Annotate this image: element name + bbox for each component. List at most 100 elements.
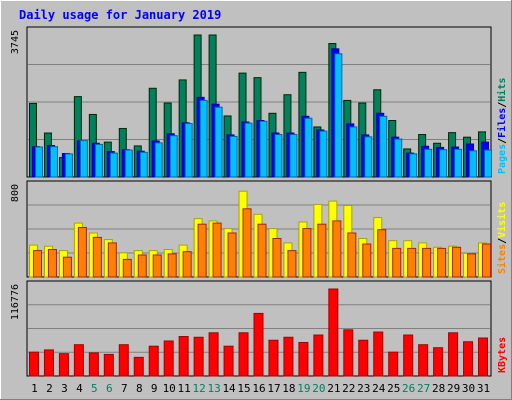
bar-sites-day-20 — [317, 223, 327, 278]
bar-sites-day-13 — [212, 222, 222, 278]
x-tick-label: 2 — [46, 382, 53, 395]
bar-pages-day-4 — [79, 140, 88, 178]
bar-sites-day-5 — [92, 236, 102, 278]
x-tick-label: 29 — [447, 382, 460, 395]
bar-kbytes-day-21 — [328, 288, 339, 377]
bar-kbytes-day-14 — [223, 345, 234, 377]
bar-sites-day-11 — [182, 251, 192, 278]
bar-pages-day-28 — [439, 149, 448, 178]
x-tick-label: 12 — [193, 382, 206, 395]
bar-kbytes-day-11 — [178, 336, 189, 377]
y-max-label: 800 — [10, 184, 21, 202]
legend-pages: Pages — [497, 144, 508, 174]
bar-kbytes-day-13 — [208, 332, 219, 377]
legend-files: Files — [496, 108, 508, 138]
bar-sites-day-17 — [272, 238, 282, 278]
bar-sites-day-7 — [122, 258, 132, 278]
legend-separator: / — [497, 138, 508, 144]
bar-kbytes-day-1 — [28, 351, 39, 377]
bar-sites-day-24 — [377, 229, 387, 278]
bar-kbytes-day-5 — [88, 352, 99, 377]
bar-kbytes-day-7 — [118, 344, 129, 377]
bar-kbytes-day-6 — [103, 353, 114, 377]
bar-kbytes-day-30 — [463, 341, 474, 377]
legend-kbytes: KBytes — [497, 337, 508, 373]
bar-pages-day-20 — [319, 130, 328, 178]
bar-kbytes-day-17 — [268, 339, 279, 377]
x-tick-label: 5 — [91, 382, 98, 395]
bar-sites-day-27 — [422, 247, 432, 278]
x-tick-label: 28 — [432, 382, 445, 395]
x-tick-label: 11 — [178, 382, 191, 395]
bar-sites-day-29 — [452, 246, 462, 278]
x-tick-label: 27 — [417, 382, 430, 395]
bar-sites-day-30 — [467, 253, 477, 278]
x-tick-label: 22 — [342, 382, 355, 395]
bar-pages-day-23 — [364, 136, 373, 178]
bar-pages-day-30 — [469, 150, 478, 178]
x-tick-label: 10 — [163, 382, 176, 395]
bar-sites-day-23 — [362, 243, 372, 278]
legend-visits: Visits — [496, 202, 508, 238]
bar-kbytes-day-22 — [343, 329, 354, 377]
bar-pages-day-2 — [49, 146, 58, 178]
x-tick-label: 19 — [297, 382, 310, 395]
bar-kbytes-day-25 — [388, 351, 399, 377]
bar-kbytes-day-26 — [403, 334, 414, 377]
x-tick-label: 8 — [136, 382, 143, 395]
bar-sites-day-14 — [227, 232, 237, 278]
bar-sites-day-12 — [197, 223, 207, 278]
bar-pages-day-5 — [94, 143, 103, 178]
bar-pages-day-12 — [199, 99, 208, 178]
bar-sites-day-3 — [62, 256, 72, 278]
bar-sites-day-2 — [47, 249, 57, 278]
bar-pages-day-19 — [304, 117, 313, 178]
bar-pages-day-27 — [424, 148, 433, 178]
bar-pages-day-6 — [109, 152, 118, 178]
legend-separator: / — [497, 238, 508, 244]
bar-sites-day-21 — [332, 220, 342, 278]
chart-title: Daily usage for January 2019 — [19, 8, 221, 22]
bar-pages-day-22 — [349, 126, 358, 178]
bar-sites-day-25 — [392, 247, 402, 278]
bar-sites-day-4 — [77, 227, 87, 278]
bar-pages-day-18 — [289, 134, 298, 178]
bar-sites-day-8 — [137, 254, 147, 278]
bar-kbytes-day-19 — [298, 341, 309, 377]
bar-kbytes-day-15 — [238, 332, 249, 377]
bar-sites-day-9 — [152, 254, 162, 278]
y-max-label: 3745 — [10, 30, 21, 54]
bar-pages-day-8 — [139, 151, 148, 178]
bar-pages-day-13 — [214, 106, 223, 178]
bar-pages-day-11 — [184, 123, 193, 178]
x-tick-label: 18 — [282, 382, 295, 395]
x-tick-label: 14 — [222, 382, 236, 395]
legend-hits: Hits — [496, 78, 508, 102]
bar-sites-day-16 — [257, 223, 267, 278]
bar-kbytes-day-10 — [163, 340, 174, 377]
bar-kbytes-day-20 — [313, 334, 324, 377]
bar-pages-day-15 — [244, 122, 253, 178]
bar-pages-day-31 — [484, 149, 493, 178]
bar-kbytes-day-16 — [253, 312, 264, 377]
x-tick-label: 24 — [372, 382, 386, 395]
x-tick-label: 16 — [252, 382, 265, 395]
bar-kbytes-day-31 — [478, 337, 489, 377]
bar-pages-day-9 — [154, 142, 163, 178]
bar-sites-day-19 — [302, 228, 312, 278]
y-max-label: 116776 — [10, 284, 21, 320]
bar-kbytes-day-9 — [148, 345, 159, 377]
chart-panels: 3745Pages/Files/Hits800Sites/Visits11677… — [10, 26, 508, 395]
bar-kbytes-day-8 — [133, 356, 144, 377]
bar-kbytes-day-12 — [193, 336, 204, 377]
x-tick-label: 21 — [327, 382, 340, 395]
x-tick-label: 26 — [402, 382, 415, 395]
bar-pages-day-1 — [34, 146, 43, 178]
bar-kbytes-day-3 — [58, 353, 69, 377]
bar-pages-day-24 — [379, 115, 388, 178]
x-tick-label: 9 — [151, 382, 158, 395]
bar-kbytes-day-27 — [418, 344, 429, 377]
bar-pages-day-29 — [454, 148, 463, 178]
